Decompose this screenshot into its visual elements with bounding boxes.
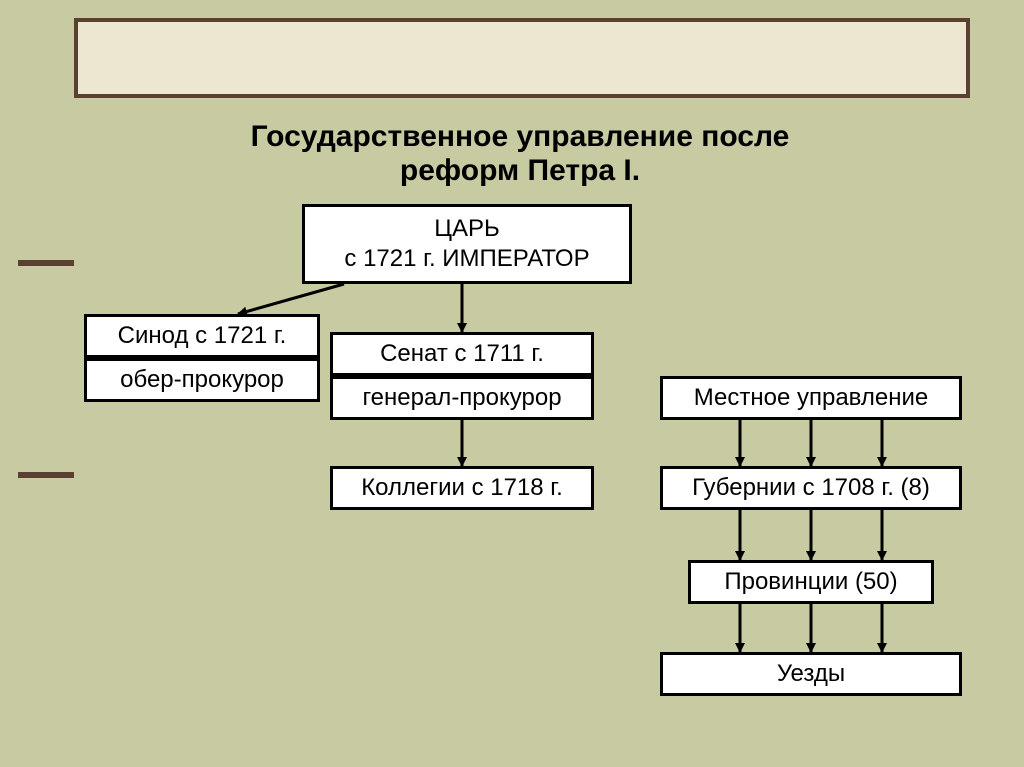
header-bar: [74, 18, 970, 98]
node-tsar: ЦАРЬ с 1721 г. ИМПЕРАТОР: [302, 204, 632, 284]
node-uezdy-label: Уезды: [777, 659, 845, 689]
node-mestn: Местное управление: [660, 376, 962, 420]
node-mestn-label: Местное управление: [694, 383, 928, 413]
node-ober-label: обер-прокурор: [120, 365, 284, 395]
node-gubern: Губернии с 1708 г. (8): [660, 466, 962, 510]
diagram-canvas: Государственное управление после реформ …: [0, 0, 1024, 767]
node-tsar-line1: ЦАРЬ: [434, 215, 500, 242]
node-prov-label: Провинции (50): [724, 567, 897, 597]
node-ober: обер-прокурор: [84, 358, 320, 402]
node-kolleg-label: Коллегии с 1718 г.: [361, 473, 563, 503]
node-senat-label: Сенат с 1711 г.: [380, 339, 544, 369]
side-accent: [18, 472, 74, 478]
node-senat: Сенат с 1711 г.: [330, 332, 594, 376]
node-sinod-label: Синод с 1721 г.: [118, 321, 287, 351]
node-kolleg: Коллегии с 1718 г.: [330, 466, 594, 510]
title-line2: реформ Петра I.: [400, 154, 640, 187]
diagram-title: Государственное управление после реформ …: [210, 120, 830, 188]
side-accent: [18, 260, 74, 266]
node-prov: Провинции (50): [688, 560, 934, 604]
node-genprok-label: генерал-прокурор: [362, 383, 561, 413]
title-line1: Государственное управление после: [251, 120, 790, 153]
node-uezdy: Уезды: [660, 652, 962, 696]
node-genprok: генерал-прокурор: [330, 376, 594, 420]
node-tsar-line2: с 1721 г. ИМПЕРАТОР: [344, 245, 589, 272]
node-sinod: Синод с 1721 г.: [84, 314, 320, 358]
node-gubern-label: Губернии с 1708 г. (8): [692, 473, 930, 503]
